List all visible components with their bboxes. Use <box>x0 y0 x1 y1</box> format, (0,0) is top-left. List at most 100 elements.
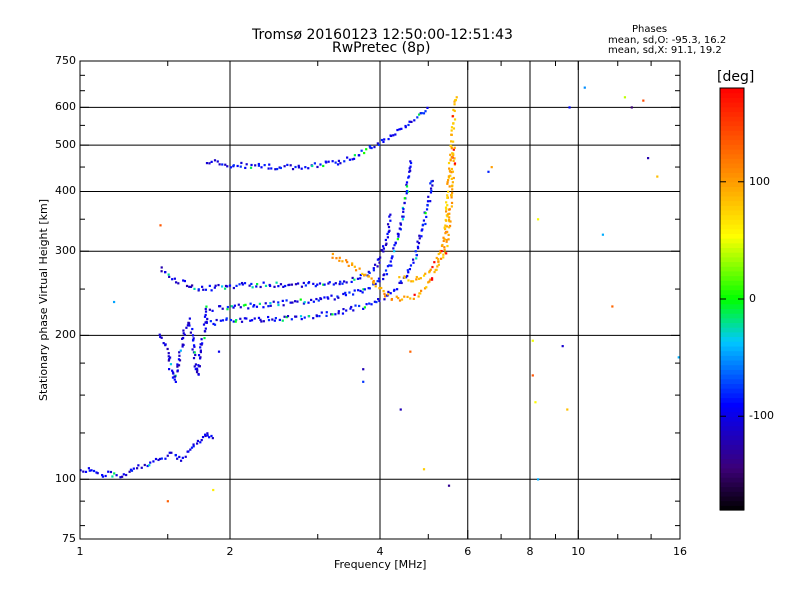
echo-point <box>389 213 392 216</box>
echo-point <box>362 380 365 383</box>
echo-point <box>197 354 201 357</box>
echo-point <box>382 140 385 143</box>
echo-point <box>267 319 271 322</box>
echo-point <box>166 347 169 351</box>
echo-point <box>420 112 423 115</box>
echo-point <box>271 318 274 321</box>
echo-point <box>430 180 433 183</box>
echo-point <box>350 280 353 284</box>
echo-point <box>333 298 336 301</box>
echo-point <box>440 249 443 253</box>
echo-point <box>642 99 645 102</box>
echo-point <box>351 262 354 265</box>
echo-point <box>447 190 450 193</box>
echo-point <box>399 408 402 411</box>
echo-point <box>350 263 354 266</box>
echo-point <box>198 365 201 368</box>
echo-point <box>372 279 375 283</box>
echo-point <box>387 230 390 234</box>
echo-point <box>353 265 356 268</box>
echo-point <box>257 316 261 320</box>
echo-point <box>253 317 256 320</box>
colorbar-segment <box>720 491 744 497</box>
echo-point <box>446 182 449 185</box>
echo-point <box>90 469 93 472</box>
echo-point <box>213 159 217 162</box>
echo-point <box>238 283 241 286</box>
echo-point <box>349 307 352 310</box>
echo-point <box>232 164 235 167</box>
echo-point <box>193 365 196 368</box>
echo-point <box>269 284 272 288</box>
echo-point <box>92 469 96 473</box>
echo-point <box>189 331 192 334</box>
echo-point <box>430 189 433 193</box>
echo-point <box>190 446 194 449</box>
colorbar-tick-label: 0 <box>749 292 756 305</box>
echo-point <box>195 367 199 370</box>
echo-point <box>146 464 149 468</box>
echo-point <box>443 251 447 254</box>
colorbar-segment <box>720 336 744 342</box>
echo-point <box>383 292 386 296</box>
echo-point <box>442 236 445 239</box>
echo-point <box>130 469 134 472</box>
echo-point <box>199 356 202 359</box>
colorbar-segment <box>720 378 744 384</box>
echo-point <box>368 287 371 290</box>
echo-point <box>452 153 455 157</box>
echo-point <box>199 349 202 352</box>
echo-point <box>159 335 162 339</box>
colorbar-segment <box>720 331 744 338</box>
echo-point <box>445 219 448 222</box>
echo-point <box>380 286 383 290</box>
echo-point <box>376 280 379 283</box>
echo-point <box>363 151 366 155</box>
echo-point <box>331 252 334 256</box>
echo-point <box>205 162 209 165</box>
phase-legend-title: Phases <box>632 24 668 35</box>
echo-point <box>431 265 434 269</box>
echo-point <box>378 299 381 303</box>
echo-point <box>445 225 449 228</box>
echo-point <box>294 165 297 169</box>
echo-point <box>195 371 199 374</box>
echo-point <box>409 165 412 168</box>
colorbar-segment <box>720 505 744 511</box>
echo-point <box>429 187 433 190</box>
echo-point <box>415 253 418 257</box>
echo-point <box>346 261 349 264</box>
colorbar-segment <box>720 294 744 300</box>
echo-point <box>357 289 360 292</box>
echo-point <box>354 269 358 272</box>
echo-point <box>419 289 423 292</box>
echo-point <box>393 250 396 253</box>
echo-point <box>166 500 169 503</box>
echo-point <box>311 164 314 168</box>
echo-point <box>450 194 453 197</box>
echo-point <box>212 322 215 326</box>
echo-point <box>253 304 256 307</box>
echo-point <box>119 476 122 479</box>
echo-point <box>390 297 394 301</box>
echo-point <box>236 164 239 168</box>
y-tick-label: 300 <box>55 244 76 258</box>
echo-point <box>428 280 431 283</box>
echo-point <box>315 315 319 318</box>
echo-point <box>247 307 250 310</box>
echo-point <box>270 167 273 170</box>
echo-point <box>328 281 331 284</box>
echo-point <box>193 351 196 354</box>
echo-point <box>415 257 418 260</box>
echo-point <box>405 190 409 193</box>
echo-point <box>410 280 413 283</box>
echo-point <box>445 240 448 243</box>
echo-point <box>194 363 198 366</box>
echo-point <box>416 240 419 243</box>
echo-point <box>442 239 445 243</box>
colorbar-segment <box>720 163 744 169</box>
y-tick-label: 750 <box>55 54 76 67</box>
echo-point <box>210 289 213 292</box>
echo-point <box>437 252 440 256</box>
echo-point <box>374 285 377 288</box>
